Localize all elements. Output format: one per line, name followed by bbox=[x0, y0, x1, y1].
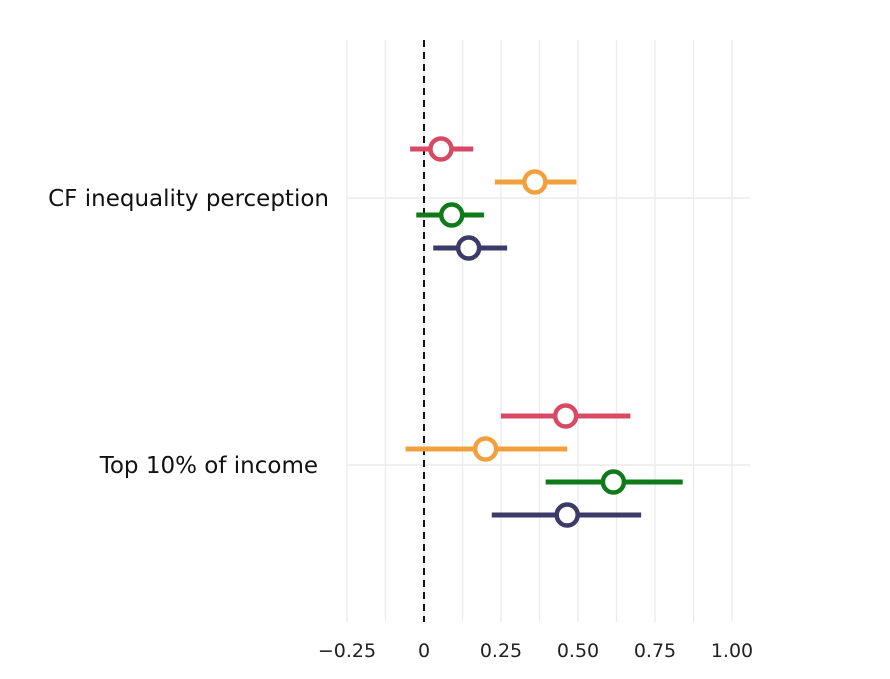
point-estimate bbox=[522, 169, 548, 195]
point-estimate bbox=[552, 403, 579, 429]
estimate-marks bbox=[405, 136, 683, 528]
point-estimate bbox=[600, 469, 627, 495]
category-label: CF inequality perception bbox=[48, 186, 329, 212]
x-tick-label: 0.75 bbox=[634, 640, 676, 662]
x-tick-label: 0.50 bbox=[557, 640, 599, 662]
x-tick-label: 0 bbox=[418, 640, 430, 662]
point-estimate bbox=[428, 136, 454, 162]
category-label: Top 10% of income bbox=[99, 453, 318, 479]
vertical-gridlines bbox=[346, 40, 733, 622]
point-estimate bbox=[438, 202, 465, 228]
horizontal-gridlines bbox=[346, 197, 750, 466]
x-tick-label: −0.25 bbox=[318, 640, 376, 662]
x-tick-label: 0.25 bbox=[480, 640, 522, 662]
point-estimate bbox=[554, 502, 580, 528]
point-estimate bbox=[455, 235, 482, 261]
category-labels: CF inequality perception Top 10% of incom… bbox=[48, 186, 329, 479]
x-tick-label: 1.00 bbox=[711, 640, 753, 662]
point-estimate bbox=[472, 436, 499, 462]
x-tick-labels: −0.25 0 0.25 0.50 0.75 1.00 bbox=[318, 640, 753, 662]
